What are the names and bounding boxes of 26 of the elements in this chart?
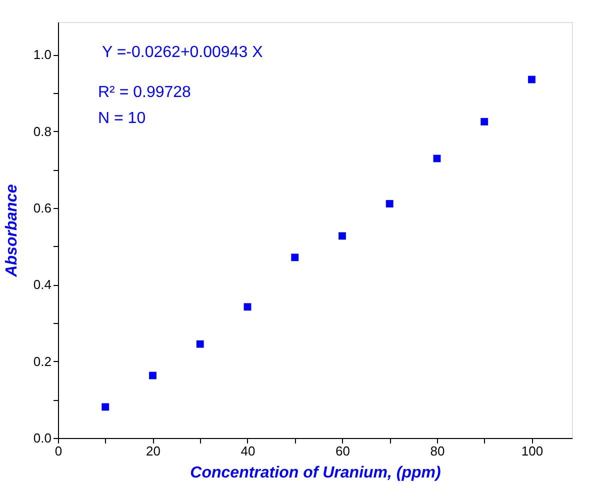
y-tick-label: 1.0	[33, 47, 52, 62]
point	[196, 340, 204, 348]
x-tick-label: 60	[336, 444, 350, 458]
x-tick-label: 0	[54, 444, 62, 458]
x-tick-label: 100	[521, 444, 544, 458]
annotation: N = 10	[98, 110, 146, 127]
annotation: R² = 0.99728	[98, 84, 192, 101]
y-tick-label: 0.0	[33, 430, 52, 446]
x-tick-label: 40	[240, 444, 256, 458]
point	[291, 254, 299, 262]
y-tick-label: 0.8	[33, 124, 52, 139]
point	[480, 118, 488, 126]
point	[528, 76, 536, 84]
x-tick-label: 80	[430, 444, 445, 458]
point	[149, 372, 156, 380]
x-tick-label: 20	[146, 444, 160, 458]
point	[244, 303, 252, 311]
y-axis-title: Absorbance	[3, 184, 20, 278]
y-tick-label: 0.4	[33, 277, 52, 292]
y-tick-label: 0.2	[33, 354, 52, 369]
point	[338, 232, 346, 240]
y-tick-label: 0.6	[33, 200, 52, 216]
annotation: Y =-0.0262+0.00943 X	[102, 44, 264, 61]
point	[386, 200, 394, 208]
x-axis-title: Concentration of Uranium, (ppm)	[190, 464, 441, 482]
point	[102, 403, 110, 411]
